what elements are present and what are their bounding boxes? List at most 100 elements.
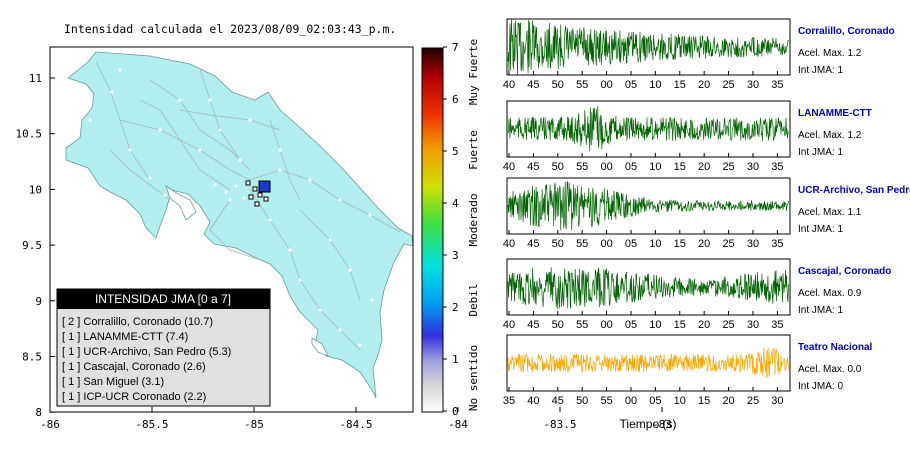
legend-title: INTENSIDAD JMA [0 a 7] bbox=[95, 292, 231, 306]
waveform-tick-label: 35 bbox=[771, 161, 783, 173]
station-name: Corralillo, Coronado bbox=[798, 26, 895, 37]
waveform-tick-label: 00 bbox=[600, 319, 612, 331]
waveform-tick-label: 05 bbox=[625, 161, 637, 173]
map-x-axis: -86 -85.5 -85 -84.5 -84 -83.5 -83 bbox=[40, 407, 672, 431]
waveform-tick-label: 25 bbox=[747, 395, 759, 407]
costa-rica-map bbox=[65, 51, 413, 399]
legend-items: [ 2 ] Corralillo, Coronado (10.7) [ 1 ] L… bbox=[62, 316, 231, 403]
waveform-tick-label: 05 bbox=[625, 238, 637, 250]
int-jma-label: Int JMA: 1 bbox=[798, 305, 843, 316]
waveform-tick-label: 40 bbox=[503, 319, 515, 331]
waveform-tick-label: 45 bbox=[527, 161, 539, 173]
waveform-tick-label: 30 bbox=[747, 79, 759, 91]
waveform-tick-label: 15 bbox=[698, 395, 710, 407]
waveform-tick-label: 55 bbox=[600, 395, 612, 407]
waveform-tick-label: 50 bbox=[552, 238, 564, 250]
waveform-tick-label: 30 bbox=[771, 395, 783, 407]
waveform-tick-label: 15 bbox=[674, 161, 686, 173]
map-x-tick-label: -86 bbox=[40, 418, 60, 431]
waveform-tick-label: 10 bbox=[649, 161, 661, 173]
colorbar-label: Moderado bbox=[467, 194, 480, 247]
legend-item: [ 1 ] Cascajal, Coronado (2.6) bbox=[62, 361, 206, 373]
colorbar-label: Muy Fuerte bbox=[467, 39, 480, 105]
waveform-tick-label: 20 bbox=[722, 395, 734, 407]
int-jma-label: Int JMA: 1 bbox=[798, 65, 843, 76]
colorbar-tick-label: 0 bbox=[452, 405, 459, 418]
waveform-tick-label: 30 bbox=[747, 319, 759, 331]
int-jma-label: Int JMA: 1 bbox=[798, 224, 843, 235]
legend-item: [ 2 ] Corralillo, Coronado (10.7) bbox=[62, 316, 213, 328]
waveform-tick-label: 50 bbox=[552, 319, 564, 331]
colorbar-labels: No sentido Debil Moderado Fuerte Muy Fuerte bbox=[467, 39, 480, 411]
nicoya-gulf bbox=[165, 185, 197, 221]
colorbar-label: No sentido bbox=[467, 345, 480, 411]
waveform-tick-label: 00 bbox=[600, 161, 612, 173]
colorbar-tick-label: 5 bbox=[452, 145, 459, 158]
waveform-tick-label: 55 bbox=[576, 79, 588, 91]
int-jma-label: Int JMA: 1 bbox=[798, 147, 843, 158]
waveform-trace bbox=[507, 19, 789, 75]
max-intensity-marker bbox=[258, 180, 271, 193]
station-name: UCR-Archivo, San Pedro bbox=[798, 185, 910, 196]
waveform-tick-label: 15 bbox=[674, 79, 686, 91]
waveform-tick-label: 35 bbox=[771, 319, 783, 331]
waveform-tick-label: 00 bbox=[600, 79, 612, 91]
waveform-tick-label: 20 bbox=[698, 319, 710, 331]
waveform-frame bbox=[506, 177, 791, 235]
waveform-tick-label: 10 bbox=[649, 79, 661, 91]
waveform-tick-label: 25 bbox=[722, 161, 734, 173]
waveform-tick-label: 45 bbox=[527, 319, 539, 331]
map-y-tick-label: 9 bbox=[35, 295, 42, 308]
colorbar-label: Debil bbox=[467, 283, 480, 316]
waveform-trace bbox=[507, 267, 789, 309]
waveform-panel: 35 40 45 50 55 00 05 10 15 20 25 30 Teatro Nacional A… bbox=[503, 334, 872, 407]
waveform-tick-label: 40 bbox=[503, 238, 515, 250]
waveform-tick-label: 40 bbox=[503, 79, 515, 91]
colorbar-tick-label: 7 bbox=[452, 41, 459, 54]
accel-max-label: Acel. Max. 0.9 bbox=[798, 288, 862, 299]
waveform-panel: 40 45 50 55 00 05 10 15 20 25 30 35 Cascajal, Corona… bbox=[503, 258, 891, 331]
waveform-tick-label: 25 bbox=[722, 79, 734, 91]
waveform-tick-label: 25 bbox=[722, 319, 734, 331]
station-dots bbox=[88, 68, 374, 347]
waveform-tick-label: 35 bbox=[503, 395, 515, 407]
colorbar-label: Fuerte bbox=[467, 130, 480, 170]
map-y-tick-label: 9.5 bbox=[22, 239, 42, 252]
int-jma-label: Int JMA: 0 bbox=[798, 381, 843, 392]
map-title: Intensidad calculada el 2023/08/09_02:03… bbox=[64, 22, 397, 36]
waveform-tick-label: 50 bbox=[576, 395, 588, 407]
waveform-panel: 40 45 50 55 00 05 10 15 20 25 30 35 LANAMME-CTT Acel.… bbox=[503, 100, 872, 173]
waveform-tick-label: 25 bbox=[722, 238, 734, 250]
map-x-tick-label: -84.5 bbox=[339, 418, 372, 431]
map-y-tick-label: 8 bbox=[35, 406, 42, 419]
waveform-tick-label: 20 bbox=[698, 161, 710, 173]
waveform-panels: 40 45 50 55 00 05 10 15 20 25 30 35 Corralillo, Coro… bbox=[503, 18, 910, 407]
map-x-tick-label: -85 bbox=[244, 418, 264, 431]
map-x-tick-label: -83.5 bbox=[543, 418, 576, 431]
accel-max-label: Acel. Max. 1.2 bbox=[798, 130, 862, 141]
waveform-tick-label: 30 bbox=[747, 238, 759, 250]
map-y-tick-label: 8.5 bbox=[22, 351, 42, 364]
waveform-trace bbox=[507, 347, 789, 378]
waveform-tick-label: 35 bbox=[771, 79, 783, 91]
map-x-tick-label: -85.5 bbox=[135, 418, 168, 431]
intensity-colorbar bbox=[421, 47, 444, 413]
intensity-legend: INTENSIDAD JMA [0 a 7] [ 2 ] Corralillo,… bbox=[56, 288, 271, 407]
colorbar-tick-label: 1 bbox=[452, 353, 459, 366]
legend-item: [ 1 ] San Miguel (3.1) bbox=[62, 376, 164, 388]
colorbar-tick-label: 3 bbox=[452, 249, 459, 262]
intensity-markers bbox=[245, 180, 271, 207]
accel-max-label: Acel. Max. 0.0 bbox=[798, 364, 862, 375]
waveform-tick-label: 55 bbox=[576, 238, 588, 250]
station-name: Cascajal, Coronado bbox=[798, 266, 891, 277]
costa-rica-land bbox=[65, 51, 413, 399]
waveform-tick-label: 10 bbox=[649, 319, 661, 331]
map-x-tick-label: -84 bbox=[448, 418, 468, 431]
colorbar-tick-label: 4 bbox=[452, 197, 459, 210]
waveform-tick-label: 50 bbox=[552, 161, 564, 173]
waveform-tick-label: 15 bbox=[674, 238, 686, 250]
station-name: LANAMME-CTT bbox=[798, 108, 872, 119]
map-y-axis: 11 10.5 10 9.5 9 8.5 8 bbox=[16, 72, 55, 419]
waveform-tick-label: 45 bbox=[527, 79, 539, 91]
